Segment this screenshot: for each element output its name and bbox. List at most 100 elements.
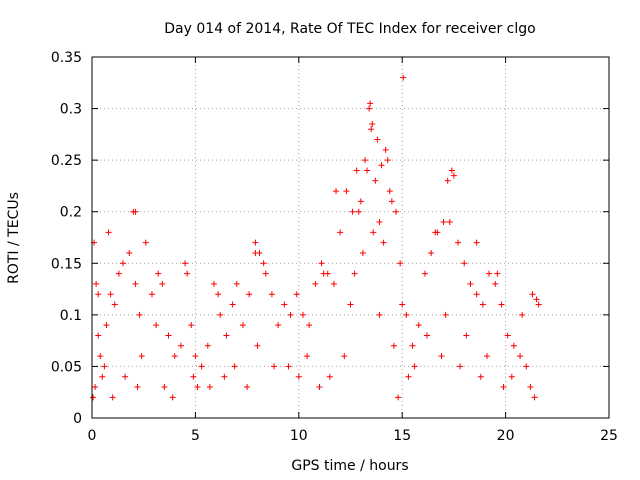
data-point [370,229,377,236]
data-point [382,146,389,153]
x-tick-label: 0 [88,428,97,444]
data-point [92,384,99,391]
x-tick-label: 10 [290,428,308,444]
data-point [184,270,191,277]
data-point [252,249,259,256]
data-point [316,384,323,391]
data-point [367,100,374,107]
data-point [306,322,313,329]
data-point [372,177,379,184]
data-point [486,270,493,277]
axis-ticks: 0 5 10 15 20 25 0 0.05 0.1 0.15 0.2 0.25 0.3 0.35 [51,50,618,444]
data-point [287,311,294,318]
data-point [122,373,129,380]
data-point [134,384,141,391]
data-point [361,157,368,164]
data-point [388,198,395,205]
data-point [400,74,407,81]
x-tick-label: 20 [497,428,515,444]
data-point [384,157,391,164]
data-point [421,270,428,277]
data-point [473,239,480,246]
data-point [399,301,406,308]
y-tick-label: 0.05 [51,359,82,375]
data-point [392,208,399,215]
data-point [211,280,218,287]
data-point [510,342,517,349]
data-point [93,280,100,287]
data-point [397,260,404,267]
data-point [153,322,160,329]
data-point [254,342,261,349]
data-point [270,363,277,370]
data-point [142,239,149,246]
data-point [194,384,201,391]
data-point [330,280,337,287]
data-point [285,363,292,370]
data-point [386,188,393,195]
data-point [337,229,344,236]
data-point [95,291,102,298]
data-point [523,363,530,370]
data-point [448,167,455,174]
data-point [351,270,358,277]
data-point [467,280,474,287]
data-point [403,311,410,318]
data-point [97,353,104,360]
data-point [494,270,501,277]
data-point [312,280,319,287]
data-point [424,332,431,339]
data-point [479,301,486,308]
data-point [95,332,102,339]
data-point [231,363,238,370]
data-point [299,311,306,318]
data-point [492,280,499,287]
plot-frame [91,56,610,419]
x-tick-label: 5 [191,428,200,444]
data-point [99,373,106,380]
data-point [161,384,168,391]
data-point [326,373,333,380]
data-point [463,332,470,339]
data-point [120,260,127,267]
y-tick-label: 0.2 [60,205,82,221]
y-tick-label: 0.25 [51,153,82,169]
data-point [155,270,162,277]
data-point [483,353,490,360]
data-point [409,342,416,349]
data-point [107,291,114,298]
data-point [217,311,224,318]
data-point [457,363,464,370]
data-point [432,229,439,236]
data-point [223,332,230,339]
data-point [369,121,376,128]
data-point [215,291,222,298]
data-point [244,384,251,391]
data-point [533,296,540,303]
data-point [103,322,110,329]
data-point [349,208,356,215]
data-point [366,105,373,112]
data-point [535,301,542,308]
x-tick-label: 25 [600,428,618,444]
data-point [374,136,381,143]
data-point [165,332,172,339]
data-point [132,280,139,287]
data-point [347,301,354,308]
data-point [148,291,155,298]
data-point [136,311,143,318]
data-point [527,384,534,391]
data-point [320,270,327,277]
chart-title: Day 014 of 2014, Rate Of TEC Index for r… [164,21,535,37]
data-point [411,363,418,370]
data-point [90,394,97,401]
data-point [359,249,366,256]
data-point [461,260,468,267]
data-point [442,311,449,318]
data-point [508,373,515,380]
data-point [182,260,189,267]
data-point [252,239,259,246]
data-point [438,353,445,360]
data-point [101,363,108,370]
